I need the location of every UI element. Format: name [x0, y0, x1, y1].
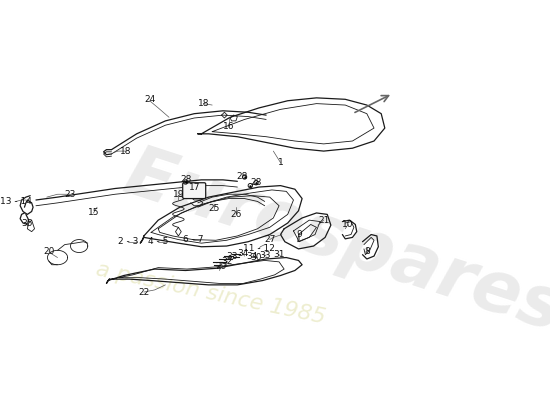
Text: Eurospares: Eurospares — [115, 140, 550, 346]
Text: 29: 29 — [216, 262, 227, 271]
Text: 19: 19 — [173, 190, 184, 200]
Text: 35: 35 — [21, 218, 33, 228]
Text: 28: 28 — [250, 178, 262, 186]
Text: 22: 22 — [138, 288, 150, 296]
Text: 17: 17 — [189, 182, 200, 192]
Text: 11 - 12: 11 - 12 — [243, 244, 275, 254]
Text: 9: 9 — [296, 230, 302, 239]
Text: 34: 34 — [246, 252, 257, 261]
Text: 21: 21 — [318, 216, 329, 225]
Text: 34: 34 — [238, 250, 249, 258]
Text: 30: 30 — [250, 253, 262, 262]
Text: 28: 28 — [180, 175, 191, 184]
Text: 16: 16 — [223, 122, 234, 131]
Text: 33: 33 — [259, 251, 271, 260]
Text: 28: 28 — [236, 172, 248, 182]
Text: 20: 20 — [43, 247, 54, 256]
Text: 26: 26 — [230, 210, 241, 219]
Text: 32: 32 — [222, 257, 233, 266]
Text: 8: 8 — [364, 247, 370, 256]
Text: 23: 23 — [65, 190, 76, 199]
Text: 25: 25 — [208, 204, 220, 213]
Text: 4 - 5: 4 - 5 — [148, 237, 168, 246]
Text: 6 - 7: 6 - 7 — [183, 235, 203, 244]
Text: 10: 10 — [343, 220, 354, 229]
Text: 15: 15 — [88, 208, 99, 218]
FancyBboxPatch shape — [183, 183, 206, 198]
Text: 33: 33 — [226, 252, 238, 261]
Text: 2 - 3: 2 - 3 — [118, 237, 138, 246]
Text: 31: 31 — [273, 250, 285, 259]
Text: 13 - 14: 13 - 14 — [0, 197, 32, 206]
Text: 24: 24 — [144, 95, 155, 104]
Text: a passion since 1985: a passion since 1985 — [94, 259, 327, 328]
Text: 1: 1 — [278, 158, 283, 167]
Text: 27: 27 — [264, 235, 276, 244]
Text: 18: 18 — [120, 146, 131, 156]
Text: 18: 18 — [198, 99, 210, 108]
